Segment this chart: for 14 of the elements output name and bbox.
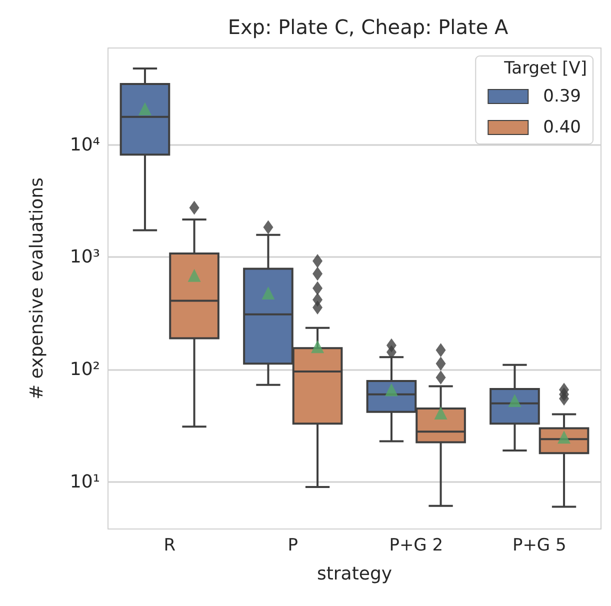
x-tick-label: P+G 2	[389, 536, 444, 556]
x-tick-label: P	[288, 536, 298, 556]
y-tick-label: 10⁴	[70, 134, 100, 156]
x-tick-label: R	[164, 536, 176, 556]
y-axis-title: # expensive evaluations	[26, 177, 48, 400]
x-axis-title: strategy	[316, 564, 392, 584]
legend-title: Target [V]	[503, 58, 588, 78]
y-tick-label: 10¹	[70, 471, 100, 492]
y-tick-label: 10³	[70, 246, 100, 268]
legend-label: 0.39	[543, 86, 582, 106]
x-tick-label: P+G 5	[512, 536, 566, 556]
y-tick-label: 10²	[70, 359, 100, 380]
legend-label: 0.40	[543, 118, 582, 138]
chart-title: Exp: Plate C, Cheap: Plate A	[228, 15, 508, 39]
